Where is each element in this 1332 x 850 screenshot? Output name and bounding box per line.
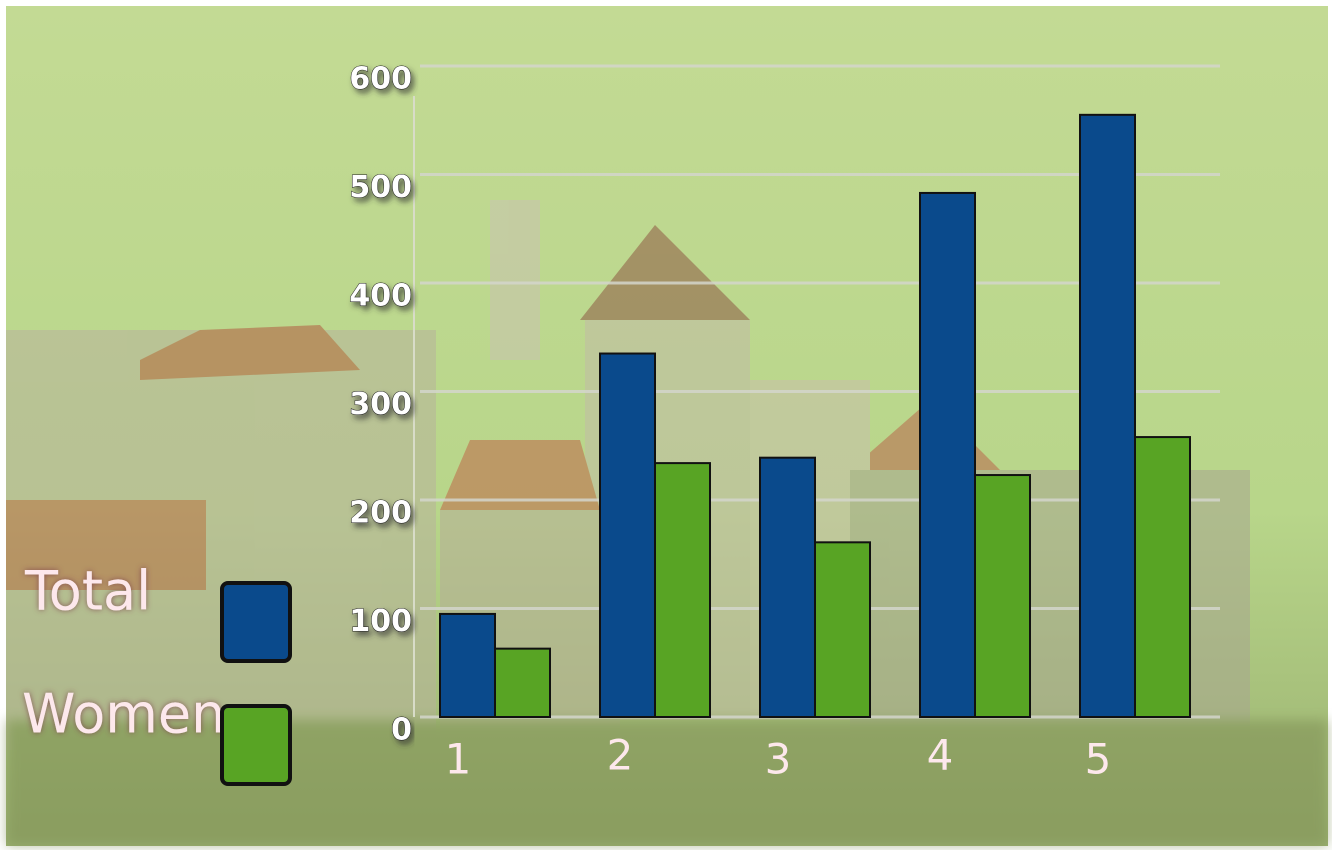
- y-tick-label: 500: [349, 170, 412, 205]
- bar: [1079, 113, 1136, 718]
- x-tick-label: 1: [445, 735, 472, 784]
- legend-swatch: [220, 581, 292, 663]
- y-tick-label: 200: [349, 496, 412, 531]
- legend-label: Women: [22, 683, 225, 746]
- bar: [759, 456, 816, 718]
- bar: [974, 474, 1031, 719]
- bar: [439, 612, 496, 718]
- x-tick-label: 3: [765, 735, 792, 784]
- x-tick-label: 4: [927, 731, 954, 780]
- bar: [599, 352, 656, 718]
- y-tick-label: 100: [349, 604, 412, 639]
- bar: [494, 647, 551, 719]
- bar: [654, 462, 711, 718]
- y-tick-label: 600: [349, 62, 412, 97]
- y-tick-label: 400: [349, 279, 412, 314]
- legend-swatch: [220, 704, 292, 786]
- legend-label: Total: [24, 560, 151, 623]
- bar: [919, 191, 976, 718]
- x-tick-label: 5: [1085, 735, 1112, 784]
- bar: [814, 541, 871, 718]
- x-tick-label: 2: [607, 731, 634, 780]
- bar: [1134, 436, 1191, 718]
- y-tick-label: 300: [349, 387, 412, 422]
- y-tick-label: 0: [391, 713, 412, 748]
